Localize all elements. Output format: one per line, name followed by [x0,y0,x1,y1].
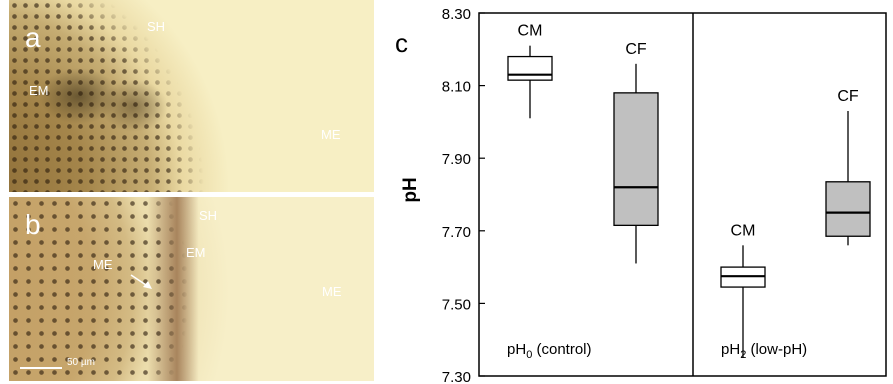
box-cm-group1: CM [720,222,766,358]
y-tick-label: 8.10 [442,79,471,96]
group-labels: pH0 (control) pH2 (low-pH) [507,341,807,361]
panel-letter-c: c [395,28,408,58]
box-plot: c pH 7.30 7.50 7.70 7.90 8.10 8.30 CM CF CM CF p… [395,6,887,384]
y-tick-label: 7.70 [442,224,471,241]
panel-letter-a: a [25,22,41,53]
box-cf-group1: CF [825,88,871,246]
label-em: EM [29,83,49,98]
y-tick-label: 8.30 [442,6,471,23]
micrograph-b: b SH EM ME ME 50 µm [9,197,374,381]
box-body [825,181,871,237]
box-cf-group0: CF [613,41,659,264]
label-me-inner: ME [93,257,113,272]
label-em: EM [186,245,206,260]
panel-letter-b: b [25,209,41,240]
label-me: ME [321,127,341,142]
boxes: CM CF CM CF [507,23,871,358]
box-body [613,92,659,227]
label-sh: SH [199,208,218,223]
scale-bar-label: 50 µm [67,357,95,368]
label-sh: SH [147,19,166,34]
pore-pattern [9,197,374,381]
box-label: CF [625,41,647,58]
group-label-1: pH2 (low-pH) [721,341,807,361]
pore-pattern [9,0,374,192]
box-label: CF [837,88,859,105]
label-me-outer: ME [322,284,342,299]
box-body [507,55,553,81]
group-label-0: pH0 (control) [507,341,592,361]
y-tick-label: 7.30 [442,369,471,384]
arrow-icon [130,274,152,289]
box-label: CM [518,23,543,40]
y-tick-label: 7.90 [442,151,471,168]
box-label: CM [731,222,756,239]
plot-frame [478,12,887,377]
box-cm-group0: CM [507,23,553,119]
scale-bar [20,367,62,369]
micrograph-a: a SH EM ME [9,0,374,192]
y-axis: 7.30 7.50 7.70 7.90 8.10 8.30 [442,6,485,384]
y-tick-label: 7.50 [442,296,471,313]
y-axis-title: pH [400,177,421,202]
